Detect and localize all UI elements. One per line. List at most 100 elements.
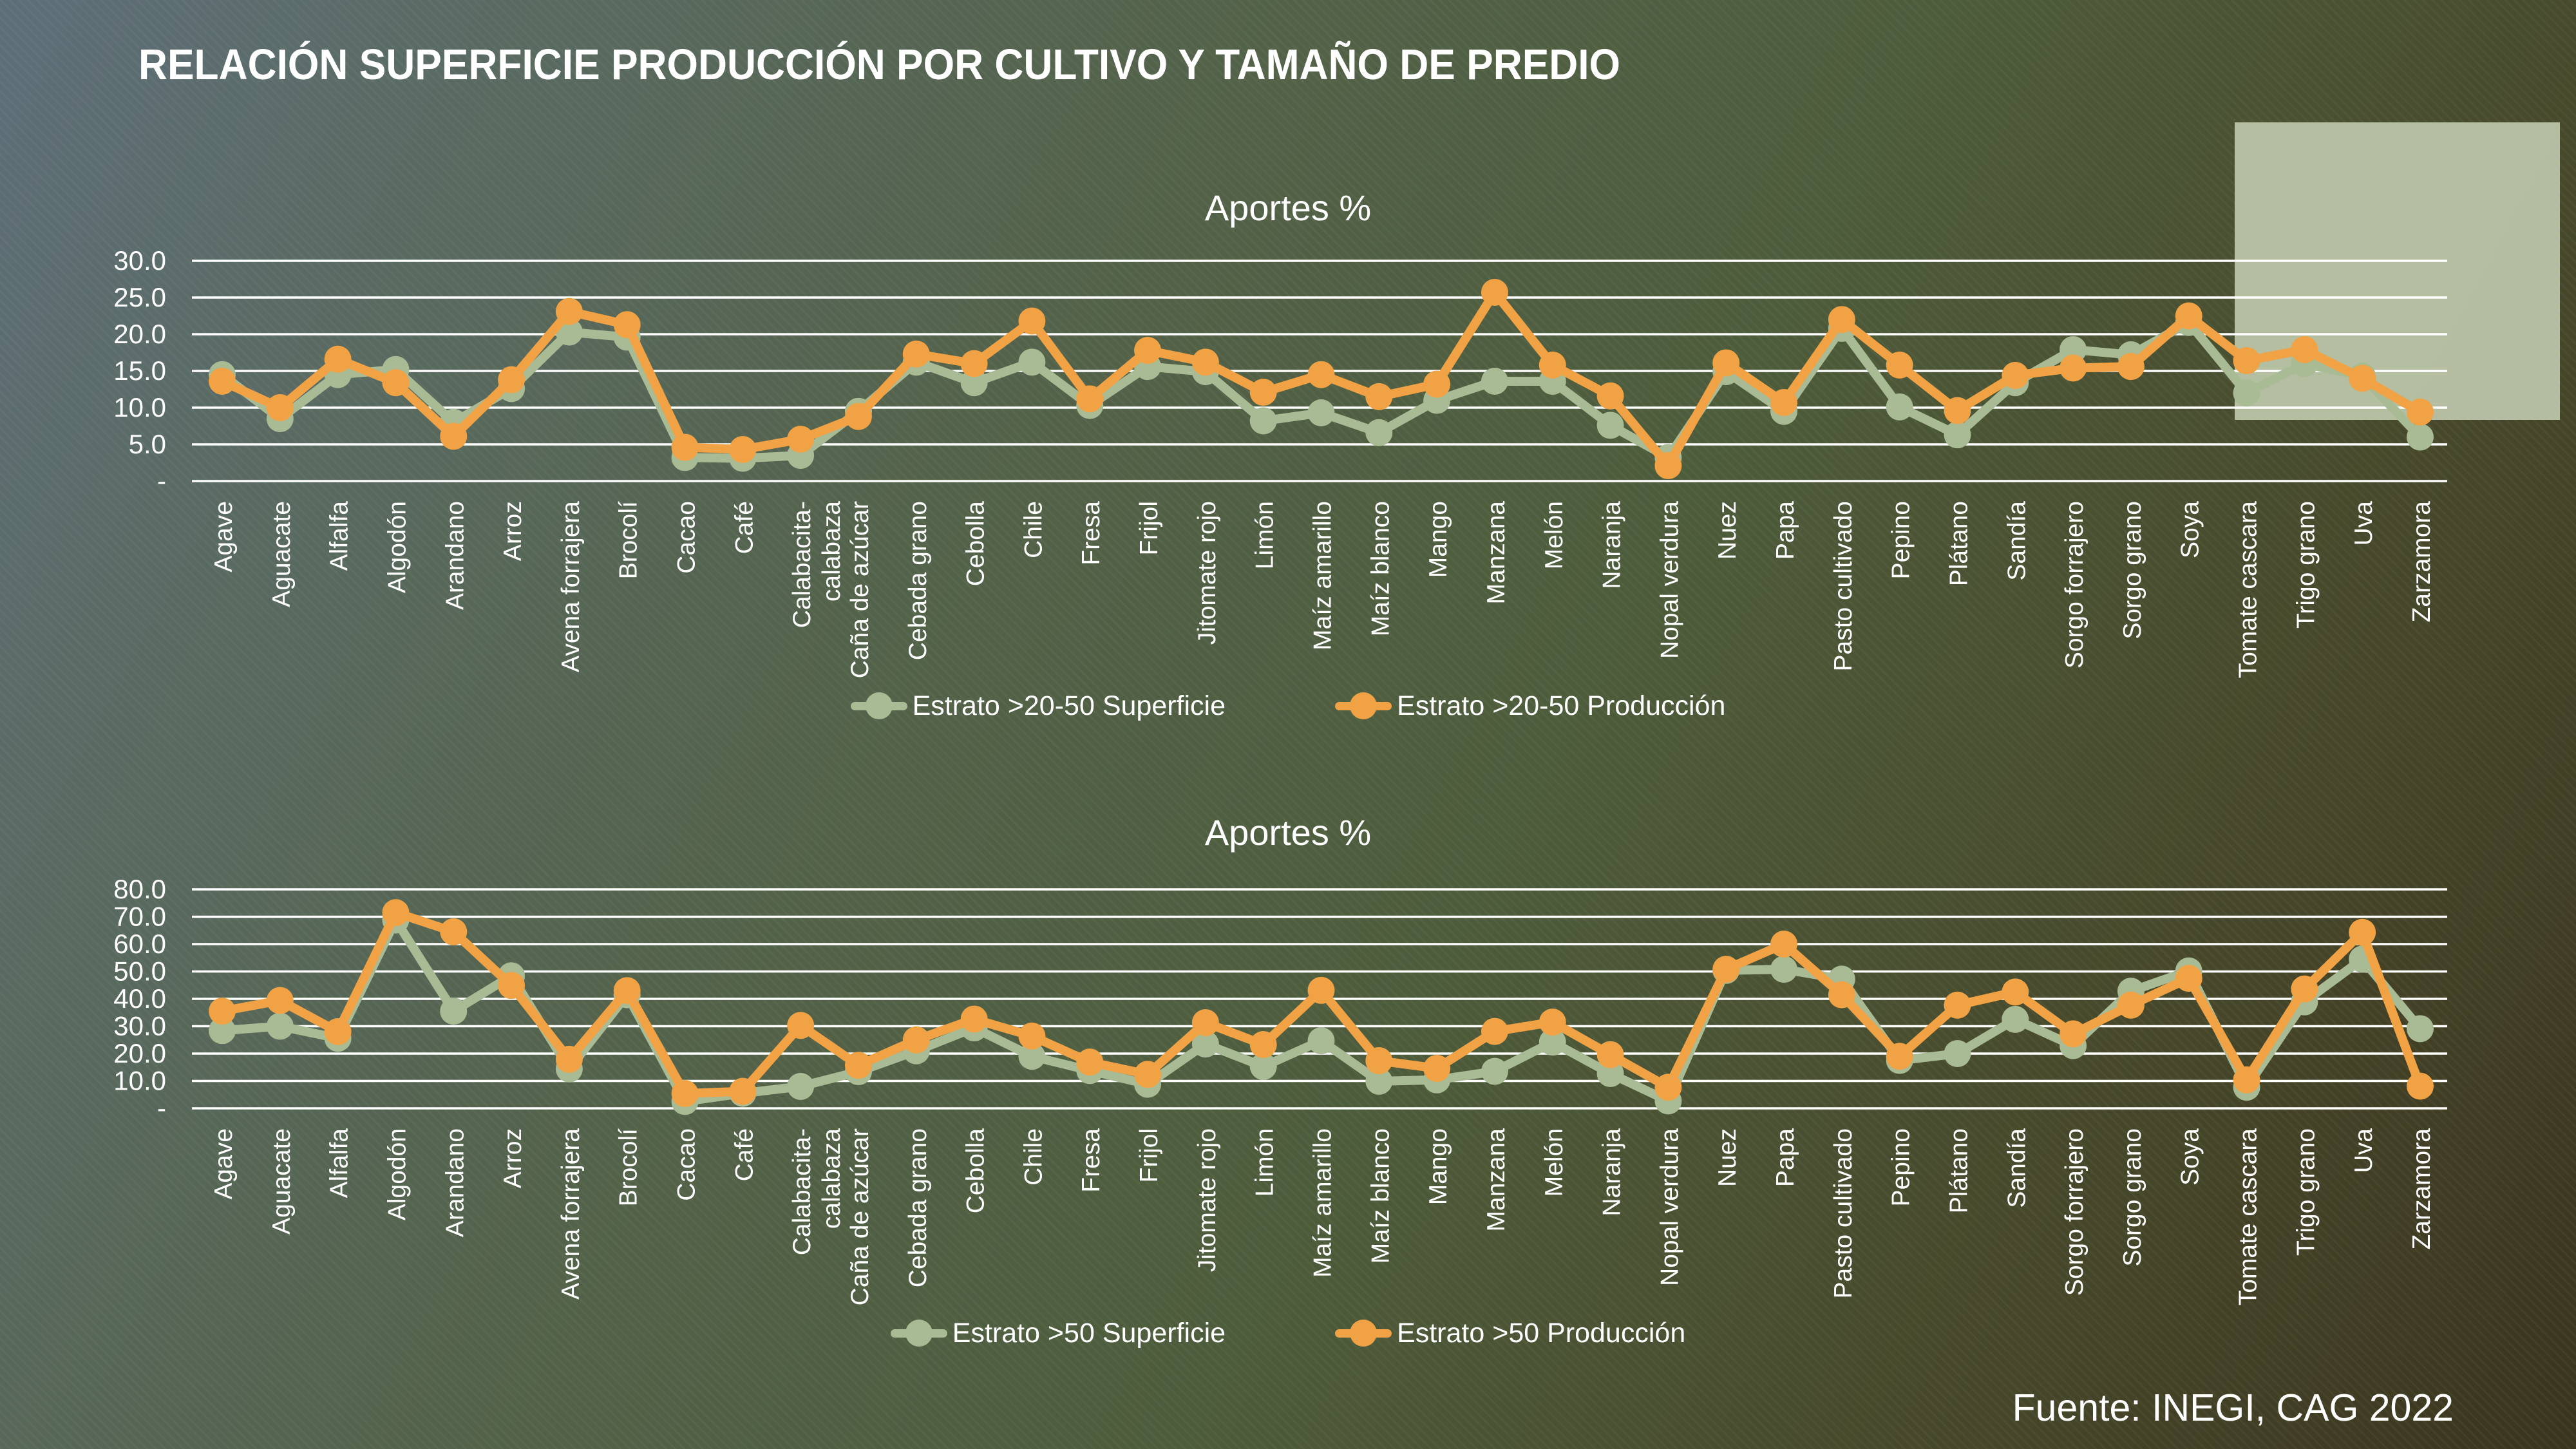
svg-text:Agave: Agave xyxy=(210,501,238,573)
svg-text:Zarzamora: Zarzamora xyxy=(2408,501,2436,623)
produccion-line-marker-icon xyxy=(1335,1320,1392,1347)
svg-text:Manzana: Manzana xyxy=(1482,501,1510,605)
highlight-overlay xyxy=(2235,122,2560,420)
svg-text:Cebolla: Cebolla xyxy=(962,1128,990,1214)
svg-text:Tomate cascara: Tomate cascara xyxy=(2235,501,2262,679)
svg-text:Brocolí: Brocolí xyxy=(615,1128,643,1207)
produccion-dot-icon xyxy=(1350,1320,1378,1347)
svg-text:Alfalfa: Alfalfa xyxy=(326,1128,354,1198)
svg-text:40.0: 40.0 xyxy=(113,983,166,1014)
svg-text:Mango: Mango xyxy=(1425,501,1452,578)
svg-text:Maíz blanco: Maíz blanco xyxy=(1367,501,1394,636)
produccion-dot-icon xyxy=(1350,692,1378,719)
svg-text:Plátano: Plátano xyxy=(1945,1128,1973,1213)
legend-label: Estrato >20-50 Superficie xyxy=(912,690,1226,721)
svg-text:Maíz amarillo: Maíz amarillo xyxy=(1309,501,1337,650)
svg-text:80.0: 80.0 xyxy=(113,874,166,904)
svg-text:Chile: Chile xyxy=(1019,1128,1047,1186)
svg-text:30.0: 30.0 xyxy=(113,1011,166,1041)
svg-text:Pepino: Pepino xyxy=(1888,501,1915,579)
superficie-dot-icon xyxy=(865,692,893,719)
svg-text:10.0: 10.0 xyxy=(113,1066,166,1096)
svg-text:Arroz: Arroz xyxy=(499,501,527,561)
superficie-line-marker-icon xyxy=(890,1320,947,1347)
legend-item-estrato-20-50-superficie: Estrato >20-50 Superficie xyxy=(850,690,1226,722)
svg-text:20.0: 20.0 xyxy=(113,319,166,349)
svg-text:5.0: 5.0 xyxy=(129,429,166,459)
svg-text:Caña de azúcar: Caña de azúcar xyxy=(846,501,874,678)
svg-text:15.0: 15.0 xyxy=(113,355,166,386)
svg-text:Trigo grano: Trigo grano xyxy=(2292,1128,2320,1256)
chart2-title: Aportes % xyxy=(1204,812,1372,853)
svg-text:Sorgo forrajero: Sorgo forrajero xyxy=(2061,501,2088,668)
svg-text:Jitomate rojo: Jitomate rojo xyxy=(1193,501,1221,645)
svg-text:Naranja: Naranja xyxy=(1598,1128,1626,1217)
svg-text:Brocolí: Brocolí xyxy=(615,501,643,580)
svg-text:Papa: Papa xyxy=(1772,501,1799,560)
svg-text:Mango: Mango xyxy=(1425,1128,1452,1205)
legend-label: Estrato >50 Producción xyxy=(1397,1317,1686,1349)
svg-text:Aguacate: Aguacate xyxy=(268,501,296,607)
svg-text:Cebada grano: Cebada grano xyxy=(904,1128,932,1287)
svg-text:Café: Café xyxy=(730,1128,758,1181)
svg-text:Cebolla: Cebolla xyxy=(962,501,990,587)
svg-text:Avena forrajera: Avena forrajera xyxy=(557,1128,585,1300)
svg-text:Pasto cultivado: Pasto cultivado xyxy=(1830,1128,1857,1299)
svg-text:Fresa: Fresa xyxy=(1077,501,1105,565)
legend-label: Estrato >20-50 Producción xyxy=(1397,690,1726,721)
svg-text:Cacao: Cacao xyxy=(673,1128,701,1201)
svg-text:-: - xyxy=(157,466,166,496)
svg-text:Alfalfa: Alfalfa xyxy=(326,501,354,571)
svg-text:Cacao: Cacao xyxy=(673,501,701,574)
svg-text:Sandía: Sandía xyxy=(2003,501,2031,581)
svg-text:Limón: Limón xyxy=(1251,1128,1279,1197)
svg-text:50.0: 50.0 xyxy=(113,956,166,987)
legend-label: Estrato >50 Superficie xyxy=(952,1317,1226,1349)
svg-text:Plátano: Plátano xyxy=(1945,501,1973,586)
svg-text:Nopal verdura: Nopal verdura xyxy=(1656,1128,1683,1286)
svg-text:Arandano: Arandano xyxy=(441,501,469,610)
chart1-title: Aportes % xyxy=(1204,187,1372,228)
svg-text:Uva: Uva xyxy=(2350,501,2378,546)
svg-text:Arroz: Arroz xyxy=(499,1128,527,1188)
svg-text:Sorgo grano: Sorgo grano xyxy=(2119,501,2146,639)
legend-item-estrato-50-produccion: Estrato >50 Producción xyxy=(1335,1318,1685,1349)
page-title: RELACIÓN SUPERFICIE PRODUCCIÓN POR CULTI… xyxy=(138,41,1621,89)
svg-text:Tomate cascara: Tomate cascara xyxy=(2235,1128,2262,1306)
svg-text:Cebada grano: Cebada grano xyxy=(904,501,932,660)
svg-text:Fresa: Fresa xyxy=(1077,1128,1105,1193)
svg-text:70.0: 70.0 xyxy=(113,902,166,932)
svg-text:60.0: 60.0 xyxy=(113,929,166,959)
svg-text:Trigo grano: Trigo grano xyxy=(2292,501,2320,629)
svg-text:Calabacita-calabaza: Calabacita-calabaza xyxy=(788,501,846,629)
legend-item-estrato-20-50-produccion: Estrato >20-50 Producción xyxy=(1335,690,1725,722)
svg-text:Nopal verdura: Nopal verdura xyxy=(1656,501,1683,659)
svg-text:Café: Café xyxy=(730,501,758,554)
svg-text:25.0: 25.0 xyxy=(113,282,166,312)
svg-text:Agave: Agave xyxy=(210,1128,238,1200)
svg-text:Manzana: Manzana xyxy=(1482,1128,1510,1232)
svg-text:Caña de azúcar: Caña de azúcar xyxy=(846,1128,874,1305)
svg-text:Algodón: Algodón xyxy=(383,1128,411,1220)
svg-text:Sandía: Sandía xyxy=(2003,1128,2031,1208)
chart1-legend: Estrato >20-50 Superficie Estrato >20-50… xyxy=(0,681,2576,730)
svg-text:Nuez: Nuez xyxy=(1714,501,1741,560)
svg-text:Algodón: Algodón xyxy=(383,501,411,593)
svg-text:Uva: Uva xyxy=(2350,1128,2378,1173)
svg-text:Aguacate: Aguacate xyxy=(268,1128,296,1235)
svg-text:20.0: 20.0 xyxy=(113,1038,166,1068)
svg-text:Pepino: Pepino xyxy=(1888,1128,1915,1206)
produccion-line-marker-icon xyxy=(1335,692,1392,719)
svg-text:Maíz amarillo: Maíz amarillo xyxy=(1309,1128,1337,1278)
svg-text:Papa: Papa xyxy=(1772,1128,1799,1187)
svg-text:Soya: Soya xyxy=(2177,1128,2204,1186)
svg-text:-: - xyxy=(157,1093,166,1123)
svg-text:Avena forrajera: Avena forrajera xyxy=(557,501,585,672)
svg-text:Chile: Chile xyxy=(1019,501,1047,558)
svg-text:Arandano: Arandano xyxy=(441,1128,469,1237)
svg-text:30.0: 30.0 xyxy=(113,245,166,276)
svg-text:Frijol: Frijol xyxy=(1135,501,1163,556)
svg-text:Zarzamora: Zarzamora xyxy=(2408,1128,2436,1250)
superficie-line-marker-icon xyxy=(850,692,907,719)
